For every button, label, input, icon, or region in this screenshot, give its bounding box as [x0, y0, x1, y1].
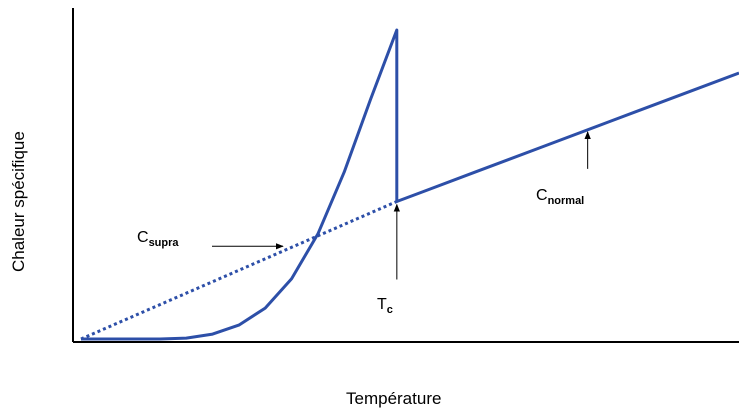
annotation-c-normal: Cnormal [536, 188, 584, 207]
series-extrapolation-line [80, 200, 398, 341]
annotation-c-supra-base: C [137, 229, 149, 246]
series-specific-heat-line [81, 28, 739, 341]
annotation-c-normal-base: C [536, 187, 548, 204]
annotation-tc-sub: c [386, 304, 393, 316]
y-axis-label: Chaleur spécifique [9, 131, 28, 272]
x-axis-label: Température [346, 389, 442, 408]
annotation-tc-base: T [377, 296, 387, 313]
annotation-tc: Tc [377, 297, 393, 316]
annotation-c-supra: Csupra [137, 230, 179, 249]
annotation-c-supra-sub: supra [148, 237, 179, 249]
annotation-c-normal-sub: normal [547, 195, 585, 207]
